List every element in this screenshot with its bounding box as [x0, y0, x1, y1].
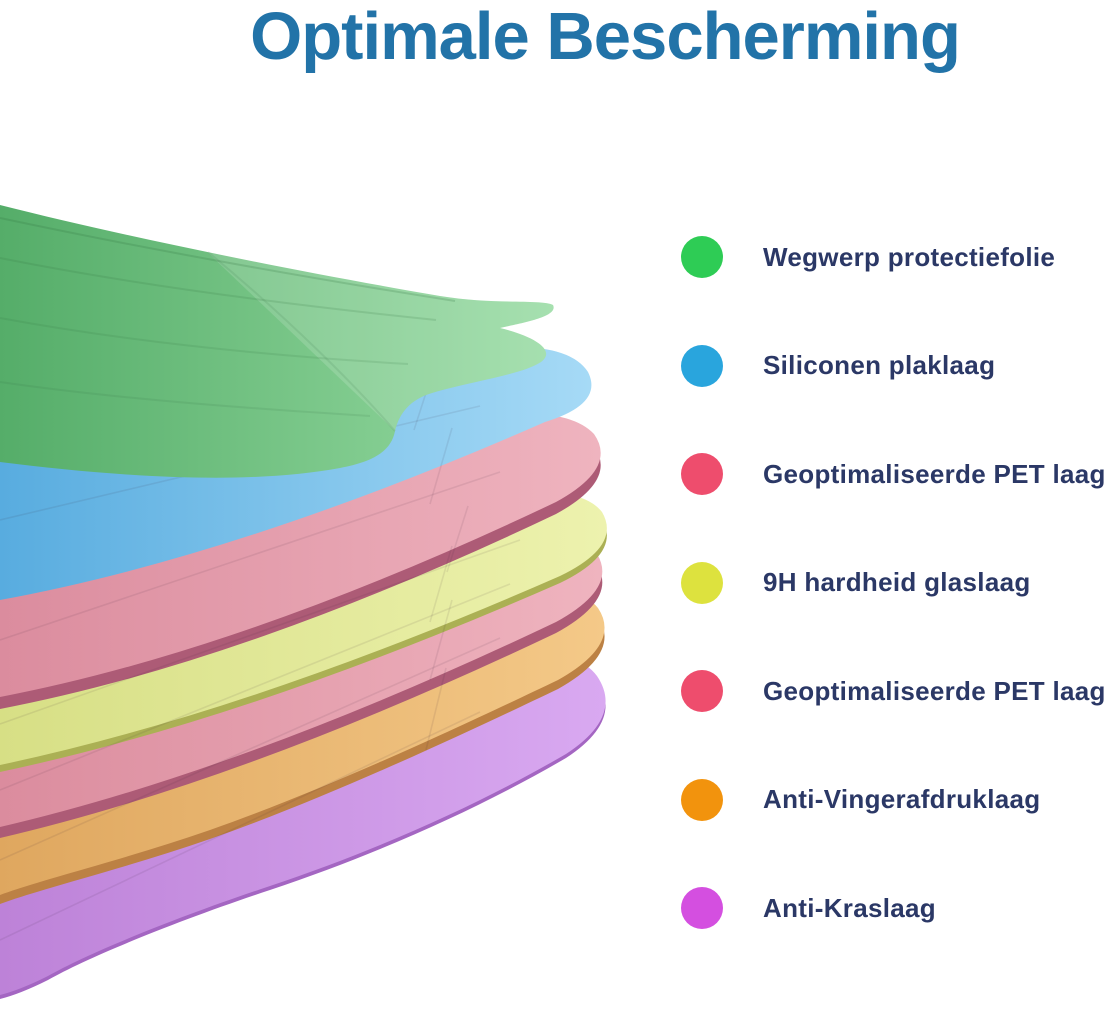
- green-fold-highlight: [205, 250, 554, 431]
- legend-item-label: 9H hardheid glaslaag: [763, 567, 1031, 598]
- sheet-seam-lines: [0, 361, 521, 941]
- legend-item: Anti-Kraslaag: [681, 854, 1120, 963]
- legend-item: 9H hardheid glaslaag: [681, 529, 1120, 638]
- legend: Wegwerp protectiefolie Siliconen plaklaa…: [681, 203, 1120, 963]
- layers-diagram: [0, 205, 607, 999]
- legend-item-label: Geoptimaliseerde PET laag: [763, 675, 1106, 706]
- layer-pink1-sheet: [0, 413, 601, 697]
- legend-item-label: Wegwerp protectiefolie: [763, 241, 1056, 272]
- legend-dot-icon: [681, 344, 723, 387]
- legend-dot-icon: [681, 778, 723, 821]
- green-crease-lines: [0, 217, 456, 432]
- legend-item: Geoptimaliseerde PET laag: [681, 637, 1120, 746]
- legend-dot-icon: [681, 670, 723, 713]
- legend-dot-icon: [681, 236, 723, 279]
- legend-dot-icon: [681, 887, 723, 930]
- legend-item-label: Anti-Vingerafdruklaag: [763, 784, 1041, 815]
- layer-green-sheet: [0, 205, 554, 478]
- legend-item-label: Siliconen plaklaag: [763, 350, 996, 381]
- legend-dot-icon: [681, 453, 723, 496]
- legend-item: Geoptimaliseerde PET laag: [681, 420, 1120, 529]
- legend-dot-icon: [681, 561, 723, 604]
- legend-item: Anti-Vingerafdruklaag: [681, 746, 1120, 855]
- legend-item-label: Anti-Kraslaag: [763, 892, 936, 923]
- legend-item-label: Geoptimaliseerde PET laag: [763, 458, 1106, 489]
- legend-item: Siliconen plaklaag: [681, 312, 1120, 421]
- legend-item: Wegwerp protectiefolie: [681, 203, 1120, 312]
- layer-yellow-sheet: [0, 492, 607, 765]
- page-title: Optimale Bescherming: [250, 0, 961, 74]
